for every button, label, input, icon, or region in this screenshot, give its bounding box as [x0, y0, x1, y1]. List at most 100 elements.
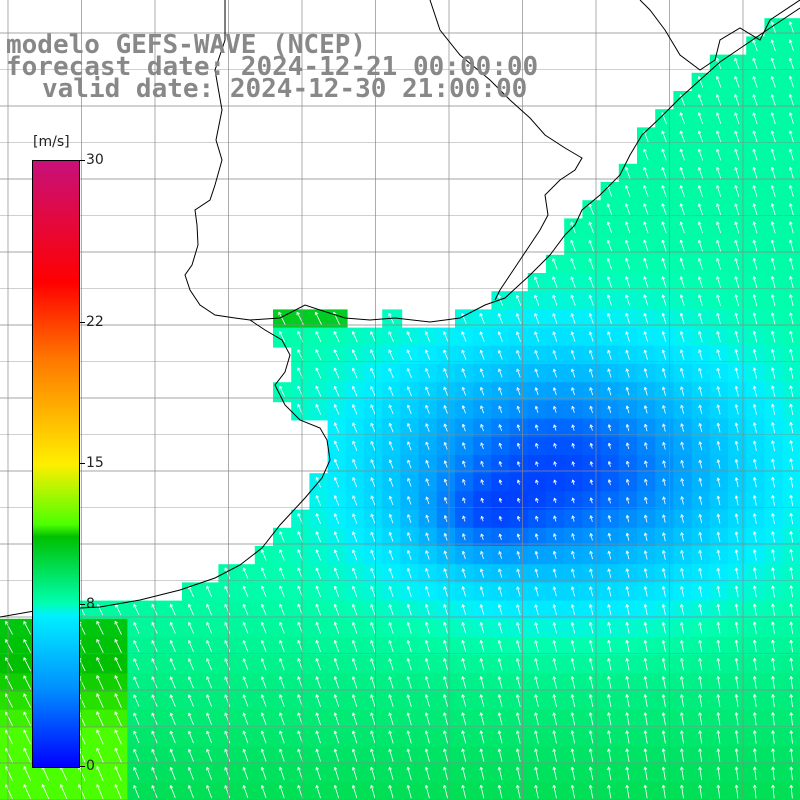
wind-speed-cell	[127, 673, 148, 694]
wind-arrow	[716, 422, 721, 433]
wind-speed-cell	[691, 691, 712, 712]
wind-speed-cell	[382, 764, 403, 785]
wind-speed-cell	[764, 145, 785, 166]
wind-speed-cell	[473, 509, 494, 530]
wind-arrow	[715, 94, 722, 106]
wind-speed-cell	[309, 655, 330, 676]
wind-speed-cell	[327, 527, 348, 548]
wind-arrow	[607, 405, 612, 414]
wind-speed-cell	[0, 709, 20, 730]
wind-speed-cell	[709, 127, 730, 148]
wind-speed-cell	[309, 309, 330, 330]
wind-arrow	[553, 424, 557, 431]
wind-arrow	[680, 514, 684, 523]
wind-arrow	[680, 585, 684, 597]
wind-arrow	[406, 766, 412, 781]
wind-speed-cell	[673, 254, 694, 275]
wind-speed-cell	[764, 218, 785, 239]
wind-arrow	[315, 513, 321, 525]
wind-arrow	[680, 621, 685, 634]
wind-arrow	[752, 130, 758, 143]
wind-arrow	[588, 331, 594, 342]
wind-speed-cell	[728, 509, 748, 530]
wind-speed-cell	[782, 236, 800, 257]
wind-speed-cell	[236, 746, 257, 767]
wind-speed-cell	[455, 309, 475, 330]
wind-speed-cell	[491, 418, 512, 439]
wind-arrow	[552, 622, 557, 634]
wind-arrow	[771, 549, 775, 561]
wind-arrow	[516, 387, 521, 396]
wind-arrow	[789, 403, 794, 416]
wind-arrow	[589, 387, 594, 396]
wind-arrow	[169, 748, 176, 762]
wind-speed-cell	[400, 400, 421, 421]
wind-arrow	[752, 221, 758, 234]
wind-arrow	[789, 531, 794, 543]
wind-arrow	[407, 477, 412, 487]
wind-arrow	[716, 657, 721, 671]
wind-arrow	[370, 404, 376, 415]
wind-speed-cell	[655, 600, 676, 621]
wind-speed-cell	[91, 764, 111, 785]
wind-speed-cell	[527, 618, 548, 639]
wind-speed-cell	[455, 709, 475, 730]
wind-speed-cell	[746, 145, 767, 166]
wind-arrow	[96, 747, 104, 763]
wind-speed-cell	[546, 782, 566, 800]
wind-arrow	[788, 75, 794, 88]
wind-arrow	[535, 515, 539, 522]
wind-speed-cell	[728, 163, 748, 184]
wind-arrow	[388, 784, 394, 799]
wind-speed-cell	[109, 709, 130, 730]
wind-speed-cell	[509, 527, 530, 548]
wind-arrow	[734, 330, 739, 343]
wind-speed-cell	[655, 455, 676, 475]
wind-speed-cell	[782, 273, 800, 293]
wind-speed-cell	[618, 254, 639, 275]
wind-arrow	[789, 349, 794, 361]
wind-speed-cell	[746, 546, 767, 566]
wind-arrow	[279, 385, 285, 397]
wind-speed-cell	[400, 436, 421, 457]
wind-speed-cell	[182, 728, 202, 748]
wind-speed-cell	[655, 436, 676, 457]
wind-arrow	[553, 515, 557, 522]
wind-speed-cell	[655, 273, 676, 293]
wind-arrow	[352, 585, 358, 598]
wind-arrow	[607, 586, 612, 597]
wind-arrow	[716, 257, 721, 270]
wind-arrow	[679, 148, 685, 161]
wind-speed-cell	[709, 163, 730, 184]
wind-arrow	[424, 766, 430, 781]
wind-speed-cell	[782, 109, 800, 130]
wind-speed-cell	[728, 728, 748, 748]
wind-arrow	[187, 694, 194, 707]
wind-speed-cell	[182, 709, 202, 730]
wind-speed-cell	[291, 655, 312, 676]
wind-speed-cell	[382, 327, 403, 348]
wind-arrow	[315, 567, 321, 579]
wind-arrow	[662, 442, 666, 450]
wind-speed-cell	[273, 382, 293, 403]
wind-arrow	[625, 312, 631, 324]
wind-arrow	[133, 640, 140, 652]
wind-arrow	[242, 694, 249, 707]
wind-arrow	[515, 313, 522, 324]
wind-arrow	[388, 531, 394, 542]
wind-arrow	[625, 712, 630, 726]
wind-arrow	[716, 567, 721, 579]
wind-arrow	[370, 567, 376, 579]
wind-arrow	[643, 331, 649, 342]
wind-speed-cell	[782, 655, 800, 676]
wind-speed-cell	[309, 728, 330, 748]
wind-arrow	[279, 603, 285, 616]
wind-speed-cell	[691, 764, 712, 785]
wind-speed-cell	[582, 382, 603, 403]
wind-arrow	[680, 423, 684, 432]
wind-arrow	[607, 730, 612, 744]
wind-speed-cell	[637, 382, 657, 403]
wind-arrow	[206, 658, 213, 671]
wind-arrow	[788, 239, 794, 252]
wind-speed-cell	[764, 127, 785, 148]
